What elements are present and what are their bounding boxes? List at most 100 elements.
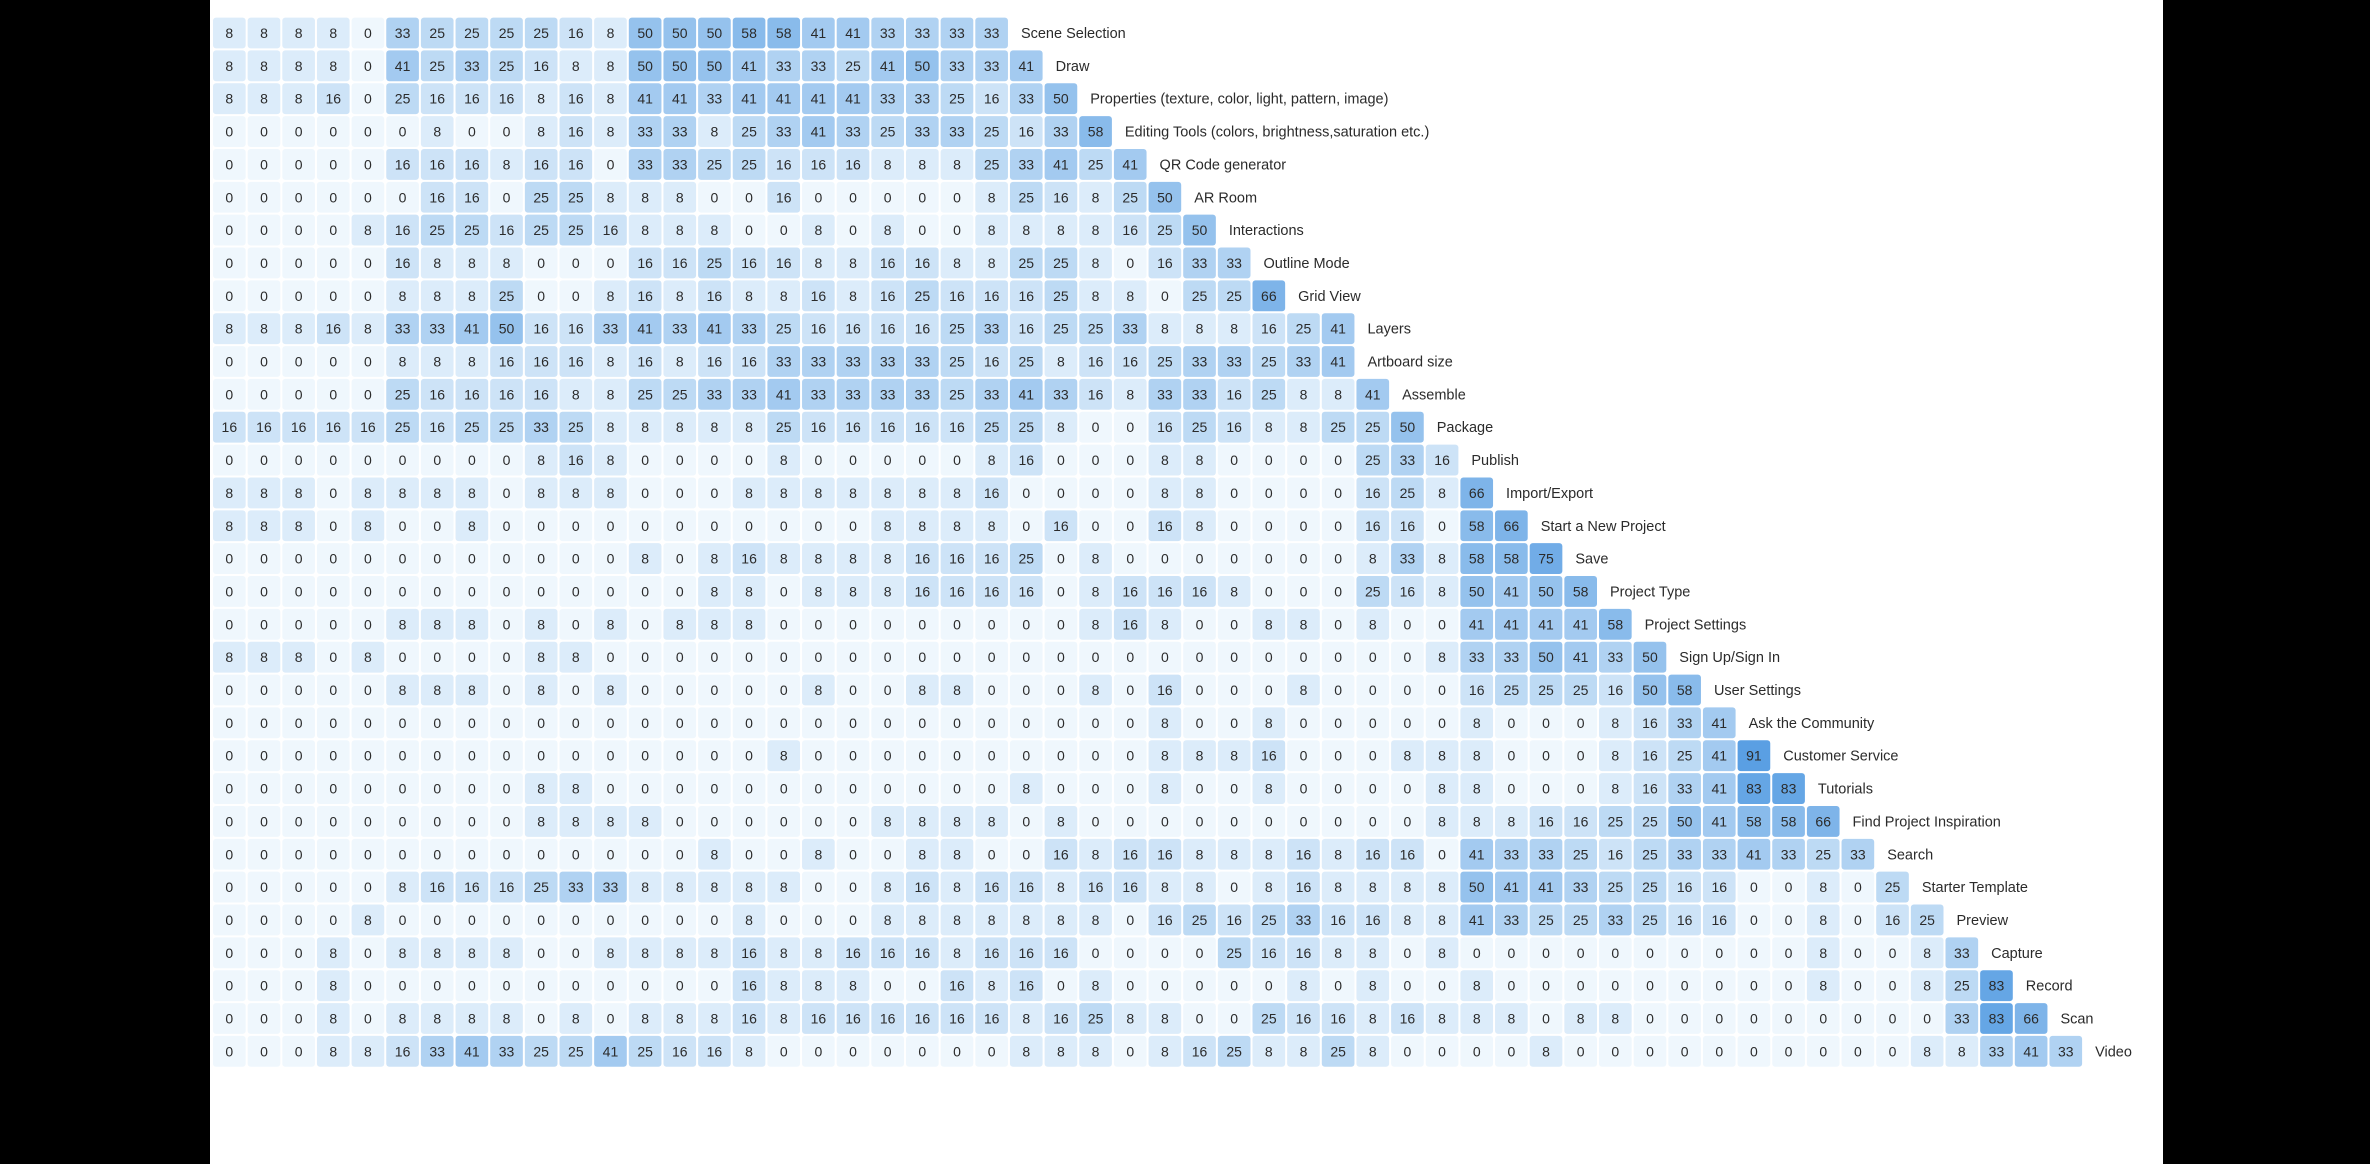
- cell-value-label: 0: [364, 813, 372, 829]
- matrix-cell: [282, 50, 315, 82]
- cell-value-label: 50: [1400, 419, 1416, 435]
- cell-value-label: 8: [537, 781, 545, 797]
- cell-value-label: 0: [676, 912, 684, 928]
- matrix-cell: [975, 740, 1008, 772]
- cell-value-label: 8: [780, 978, 788, 994]
- cell-value-label: 0: [849, 452, 857, 468]
- cell-value-label: 16: [707, 288, 723, 304]
- cell-value-label: 0: [676, 748, 684, 764]
- matrix-cell: [698, 674, 731, 706]
- cell-value-label: 8: [711, 551, 719, 567]
- cell-value-label: 8: [364, 485, 372, 501]
- cell-value-label: 0: [884, 682, 892, 698]
- matrix-cell: [940, 116, 974, 147]
- matrix-cell: [1287, 773, 1320, 804]
- matrix-cell: [420, 740, 454, 772]
- cell-value-label: 8: [676, 354, 684, 370]
- cell-value-label: 0: [329, 156, 337, 172]
- matrix-cell: [455, 608, 489, 640]
- matrix-cell: [455, 346, 489, 377]
- row-label: Artboard size: [1367, 355, 1452, 371]
- cell-value-label: 25: [1226, 1043, 1242, 1059]
- row-label: Properties (texture, color, light, patte…: [1090, 92, 1388, 108]
- cell-value-label: 8: [433, 616, 441, 632]
- matrix-cell: [213, 608, 246, 640]
- matrix-cell: [213, 247, 246, 279]
- cell-value-label: 0: [745, 781, 753, 797]
- matrix-cell: [213, 17, 246, 49]
- matrix-cell: [836, 313, 870, 345]
- cell-value-label: 0: [225, 748, 233, 764]
- cell-value-label: 0: [537, 978, 545, 994]
- cell-value-label: 0: [1057, 551, 1065, 567]
- matrix-cell: [594, 313, 627, 345]
- cell-value-label: 8: [953, 518, 961, 534]
- matrix-cell: [1391, 543, 1424, 575]
- matrix-cell: [1633, 937, 1667, 969]
- cell-value-label: 0: [814, 1043, 822, 1059]
- cell-value-label: 8: [1126, 386, 1134, 402]
- matrix-cell: [1217, 477, 1251, 509]
- cell-value-label: 8: [884, 912, 892, 928]
- matrix-cell: [871, 378, 904, 410]
- matrix-cell: [594, 444, 627, 476]
- matrix-cell: [1217, 576, 1251, 607]
- cell-value-label: 0: [1196, 1011, 1204, 1027]
- cell-value-label: 16: [741, 945, 757, 961]
- cell-value-label: 8: [1230, 748, 1238, 764]
- cell-value-label: 0: [1057, 485, 1065, 501]
- cell-value-label: 0: [537, 551, 545, 567]
- cell-value-label: 0: [225, 682, 233, 698]
- matrix-cell: [1633, 805, 1667, 837]
- cell-value-label: 8: [849, 583, 857, 599]
- cell-value-label: 8: [1300, 978, 1308, 994]
- matrix-cell: [975, 805, 1008, 837]
- cell-value-label: 0: [295, 551, 303, 567]
- matrix-cell: [767, 970, 801, 1002]
- cell-value-label: 8: [260, 649, 268, 665]
- cell-value-label: 16: [915, 321, 931, 337]
- cell-value-label: 0: [260, 124, 268, 140]
- matrix-cell: [316, 214, 350, 246]
- cell-value-label: 0: [1854, 978, 1862, 994]
- matrix-cell: [1495, 838, 1528, 870]
- matrix-cell: [628, 904, 662, 936]
- matrix-cell: [1425, 871, 1459, 903]
- matrix-cell: [1737, 904, 1771, 936]
- matrix-cell: [351, 148, 385, 180]
- cell-value-label: 25: [1192, 419, 1208, 435]
- matrix-cell: [351, 773, 385, 804]
- matrix-cell: [1321, 346, 1355, 377]
- matrix-cell: [490, 280, 523, 312]
- matrix-cell: [1425, 543, 1459, 575]
- matrix-cell: [663, 707, 697, 739]
- matrix-cell: [420, 247, 454, 279]
- cell-value-label: 83: [1989, 978, 2005, 994]
- matrix-cell: [316, 838, 350, 870]
- matrix-cell: [1113, 904, 1147, 936]
- cell-value-label: 66: [2023, 1011, 2039, 1027]
- cell-value-label: 16: [1296, 879, 1312, 895]
- matrix-cell: [1495, 641, 1528, 673]
- cell-value-label: 0: [295, 813, 303, 829]
- matrix-cell: [663, 444, 697, 476]
- cell-value-label: 0: [399, 781, 407, 797]
- matrix-cell: [871, 970, 904, 1002]
- cell-value-label: 0: [607, 156, 615, 172]
- matrix-cell: [213, 805, 246, 837]
- cell-value-label: 0: [364, 1011, 372, 1027]
- matrix-cell: [351, 17, 385, 49]
- cell-value-label: 0: [295, 879, 303, 895]
- matrix-cell: [1183, 411, 1216, 443]
- matrix-cell: [836, 773, 870, 804]
- matrix-cell: [420, 608, 454, 640]
- cell-value-label: 0: [1265, 518, 1273, 534]
- matrix-cell: [871, 181, 904, 213]
- matrix-cell: [1529, 904, 1563, 936]
- cell-value-label: 0: [607, 912, 615, 928]
- cell-value-label: 0: [1715, 1011, 1723, 1027]
- matrix-cell: [455, 740, 489, 772]
- cell-value-label: 8: [329, 1011, 337, 1027]
- cell-value-label: 33: [1122, 321, 1138, 337]
- matrix-cell: [1737, 838, 1771, 870]
